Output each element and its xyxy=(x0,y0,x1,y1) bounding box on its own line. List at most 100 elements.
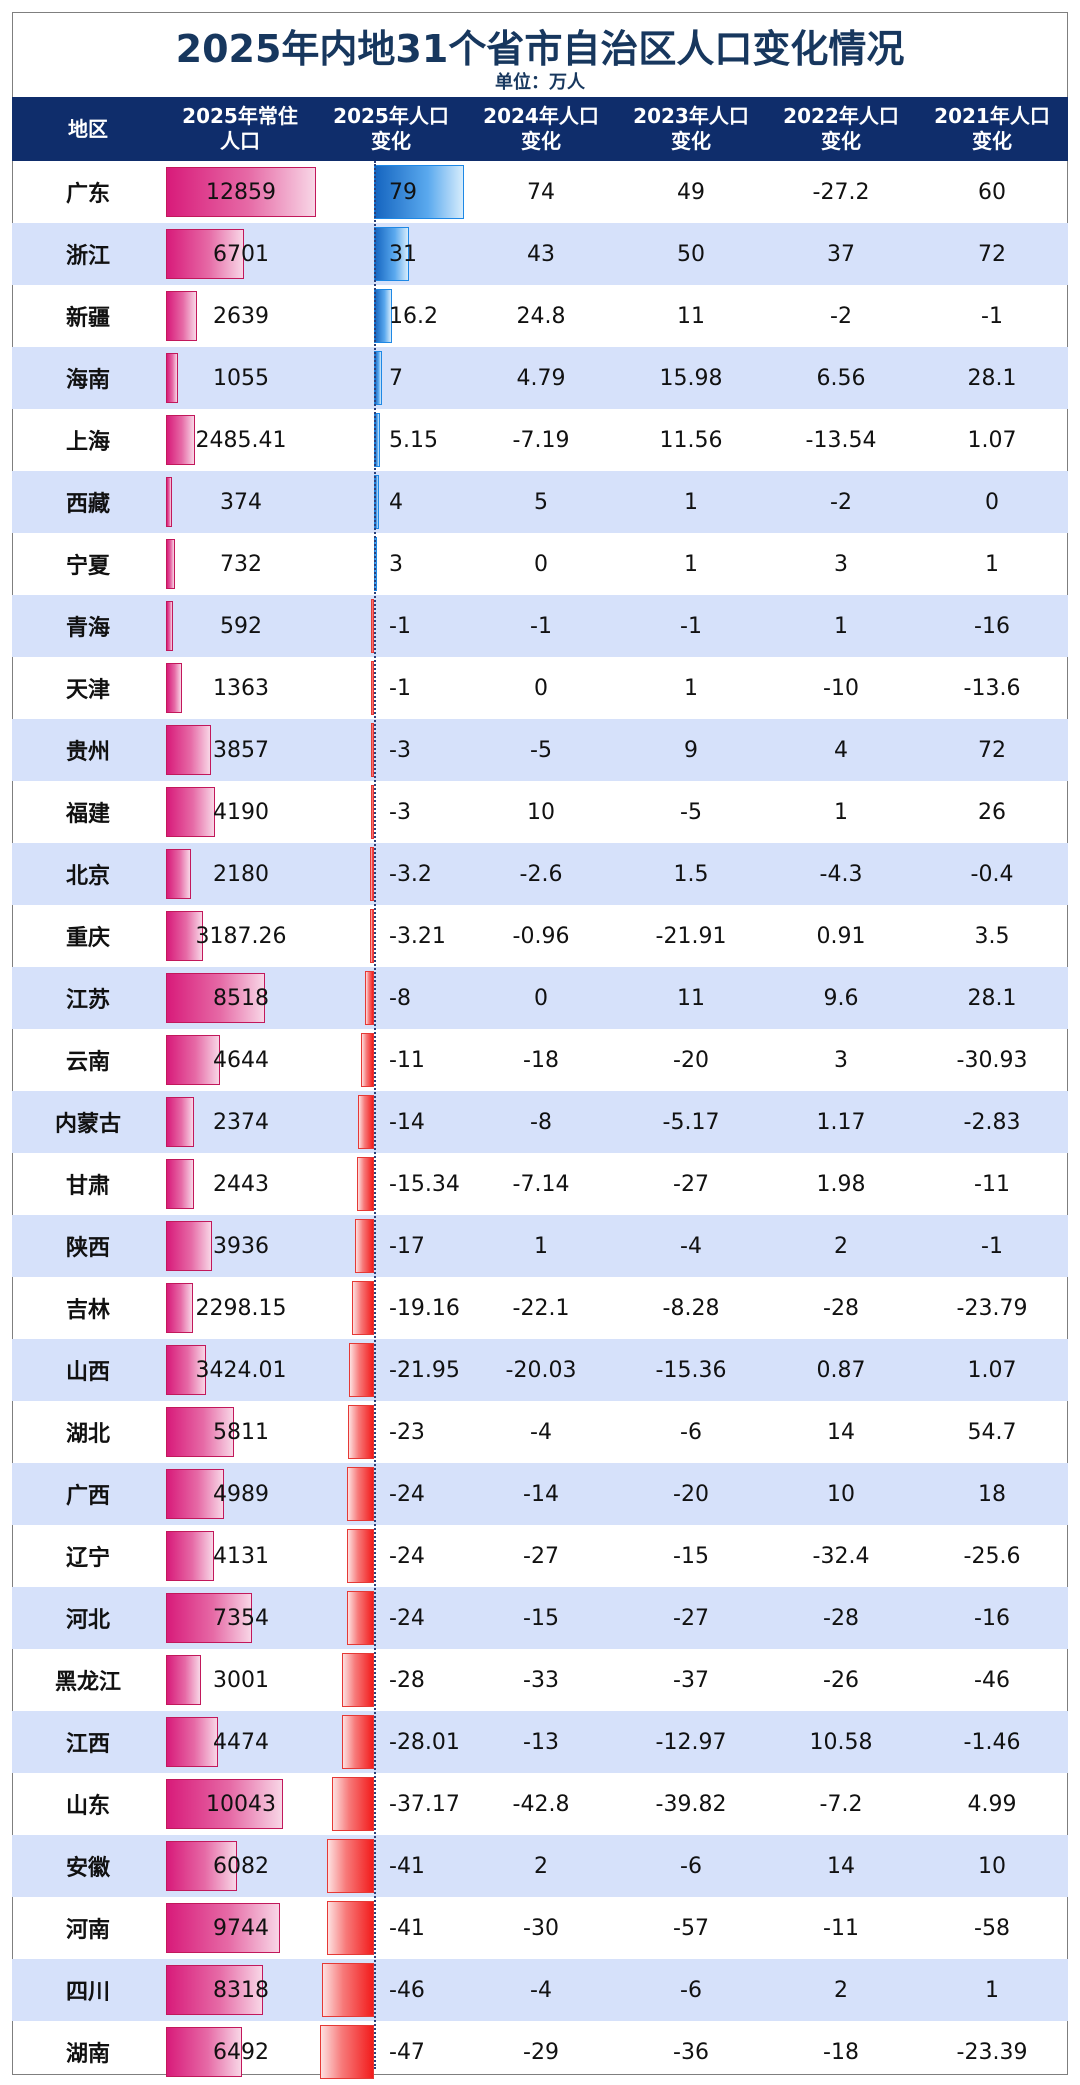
change-2022-value: -26 xyxy=(823,1667,859,1693)
change-2021-value: -58 xyxy=(974,1915,1010,1941)
change-2024-value: -0.96 xyxy=(512,923,570,949)
change-2025-value: -1 xyxy=(389,675,411,701)
change-2024-value: 0 xyxy=(534,551,548,577)
unit-label: 单位：万人 xyxy=(495,72,585,93)
table-row: 内蒙古 2374 -14 -8 -5.17 1.17 -2.83 xyxy=(12,1091,1068,1153)
change-2021-value: 1.07 xyxy=(967,1357,1017,1383)
change-2024-value: 2 xyxy=(534,1853,548,1879)
population-bar xyxy=(166,1903,280,1953)
change-2025-value: -8 xyxy=(389,985,411,1011)
change-2021-value: 72 xyxy=(978,737,1006,763)
change-2025-value: -41 xyxy=(389,1915,425,1941)
population-value: 8518 xyxy=(213,985,269,1011)
change-2023-value: -6 xyxy=(680,1419,702,1445)
change-2023-value: -21.91 xyxy=(655,923,727,949)
table-row: 海南 1055 7 4.79 15.98 6.56 28.1 xyxy=(12,347,1068,409)
change-2022-value: -2 xyxy=(830,303,852,329)
change-2025-value: -14 xyxy=(389,1109,425,1135)
table-row: 山西 3424.01 -21.95 -20.03 -15.36 0.87 1.07 xyxy=(12,1339,1068,1401)
change-2024-value: 0 xyxy=(534,675,548,701)
population-value: 592 xyxy=(220,613,262,639)
change-2022-value: 4 xyxy=(834,737,848,763)
table-row: 宁夏 732 3 0 1 3 1 xyxy=(12,533,1068,595)
change-2023-value: -8.28 xyxy=(662,1295,720,1321)
change-2025-value: -28.01 xyxy=(389,1729,460,1755)
change-2024-value: -30 xyxy=(523,1915,559,1941)
region-name: 北京 xyxy=(65,864,110,889)
change-2021-value: -23.39 xyxy=(956,2039,1028,2065)
population-bar xyxy=(166,539,175,589)
change-2024-value: 0 xyxy=(534,985,548,1011)
change-2021-value: 0 xyxy=(985,489,999,515)
change-2022-value: 6.56 xyxy=(816,365,866,391)
table-row: 福建 4190 -3 10 -5 1 26 xyxy=(12,781,1068,843)
change-2021-value: -11 xyxy=(974,1171,1010,1197)
change-2021-value: -2.83 xyxy=(963,1109,1021,1135)
change-2023-value: -6 xyxy=(680,1853,702,1879)
table-row: 河南 9744 -41 -30 -57 -11 -58 xyxy=(12,1897,1068,1959)
population-bar xyxy=(166,477,172,527)
population-value: 10043 xyxy=(206,1791,276,1817)
population-bar xyxy=(166,725,211,775)
population-bar xyxy=(166,1283,193,1333)
population-value: 3187.26 xyxy=(195,923,287,949)
change-2021-value: -1 xyxy=(981,303,1003,329)
population-value: 4989 xyxy=(213,1481,269,1507)
population-value: 732 xyxy=(220,551,262,577)
chart-title: 2025年内地31个省市自治区人口变化情况 xyxy=(175,27,905,71)
change-2022-value: -2 xyxy=(830,489,852,515)
population-bar xyxy=(166,1407,234,1457)
change-2022-value: 1.98 xyxy=(816,1171,866,1197)
table-row: 四川 8318 -46 -4 -6 2 1 xyxy=(12,1959,1068,2021)
change-2025-negative-bar xyxy=(370,785,374,839)
change-2023-value: -20 xyxy=(673,1481,709,1507)
change-2023-value: 11 xyxy=(677,985,705,1011)
table-row: 西藏 374 4 5 1 -2 0 xyxy=(12,471,1068,533)
change-2022-value: 1 xyxy=(834,613,848,639)
change-2025-negative-bar xyxy=(352,1281,374,1335)
population-value: 3001 xyxy=(213,1667,269,1693)
change-2021-value: 28.1 xyxy=(967,365,1017,391)
change-2025-negative-bar xyxy=(371,661,374,715)
population-bar xyxy=(166,1531,215,1581)
change-2024-value: -29 xyxy=(523,2039,559,2065)
change-2025-negative-bar xyxy=(327,1839,374,1893)
change-2024-value: -7.14 xyxy=(512,1171,570,1197)
change-2023-value: -1 xyxy=(680,613,702,639)
change-2024-value: -14 xyxy=(523,1481,559,1507)
population-value: 6082 xyxy=(213,1853,269,1879)
change-2024-value: -2.6 xyxy=(519,861,563,887)
region-name: 河北 xyxy=(65,1608,110,1633)
change-2025-negative-bar xyxy=(342,1653,374,1707)
table-row: 重庆 3187.26 -3.21 -0.96 -21.91 0.91 3.5 xyxy=(12,905,1068,967)
population-bar xyxy=(166,167,316,217)
change-2023-value: 1 xyxy=(684,675,698,701)
change-2024-value: -20.03 xyxy=(505,1357,577,1383)
population-value: 374 xyxy=(220,489,262,515)
change-2025-value: -41 xyxy=(389,1853,425,1879)
change-2025-positive-bar xyxy=(374,165,464,219)
population-bar xyxy=(166,1469,225,1519)
change-2024-value: -22.1 xyxy=(512,1295,570,1321)
change-2024-value: -5 xyxy=(530,737,552,763)
change-2025-value: -21.95 xyxy=(389,1357,460,1383)
table-row: 湖南 6492 -47 -29 -36 -18 -23.39 xyxy=(12,2021,1068,2083)
change-2021-value: 1 xyxy=(985,551,999,577)
population-bar xyxy=(166,1655,201,1705)
change-2023-value: 11.56 xyxy=(659,427,723,453)
table-row: 贵州 3857 -3 -5 9 4 72 xyxy=(12,719,1068,781)
change-2022-value: 0.91 xyxy=(816,923,866,949)
change-2025-value: -17 xyxy=(389,1233,425,1259)
table-row: 辽宁 4131 -24 -27 -15 -32.4 -25.6 xyxy=(12,1525,1068,1587)
table-row: 青海 592 -1 -1 -1 1 -16 xyxy=(12,595,1068,657)
population-value: 3424.01 xyxy=(195,1357,287,1383)
region-name: 上海 xyxy=(65,430,110,455)
table-row: 上海 2485.41 5.15 -7.19 11.56 -13.54 1.07 xyxy=(12,409,1068,471)
region-name: 贵州 xyxy=(65,740,110,765)
region-name: 云南 xyxy=(65,1050,110,1075)
change-2022-value: -28 xyxy=(823,1295,859,1321)
change-2025-value: -46 xyxy=(389,1977,425,2003)
population-value: 12859 xyxy=(206,179,276,205)
change-2022-value: -13.54 xyxy=(805,427,877,453)
region-name: 天津 xyxy=(65,678,110,703)
